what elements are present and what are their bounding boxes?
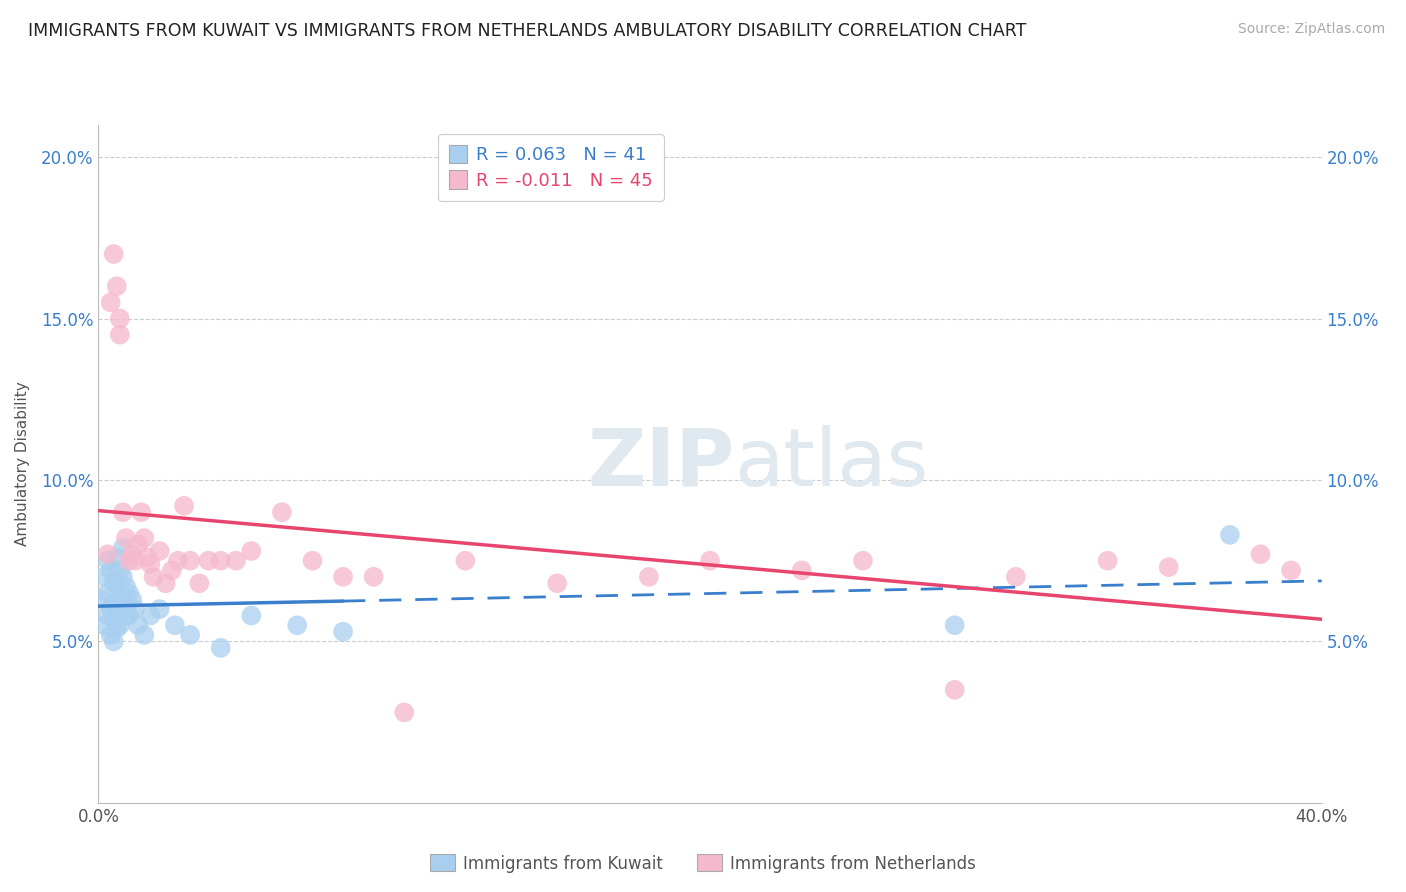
Point <box>136 550 159 565</box>
Point <box>105 602 128 616</box>
Point <box>97 554 120 568</box>
Point <box>167 554 190 568</box>
Point <box>392 706 416 720</box>
Point <box>103 576 125 591</box>
Point <box>108 592 131 607</box>
Point <box>546 576 568 591</box>
Text: Source: ZipAtlas.com: Source: ZipAtlas.com <box>1237 22 1385 37</box>
Point <box>108 563 131 577</box>
Point <box>173 499 195 513</box>
Point <box>1219 528 1241 542</box>
Point <box>142 570 165 584</box>
Point <box>103 634 125 648</box>
Point <box>108 618 131 632</box>
Point <box>100 295 122 310</box>
Point <box>108 327 131 342</box>
Point <box>332 570 354 584</box>
Point <box>111 541 134 555</box>
Point <box>209 554 232 568</box>
Point <box>134 628 156 642</box>
Point <box>100 563 122 577</box>
Legend: R = 0.063   N = 41, R = -0.011   N = 45: R = 0.063 N = 41, R = -0.011 N = 45 <box>439 134 664 201</box>
Text: IMMIGRANTS FROM KUWAIT VS IMMIGRANTS FROM NETHERLANDS AMBULATORY DISABILITY CORR: IMMIGRANTS FROM KUWAIT VS IMMIGRANTS FRO… <box>28 22 1026 40</box>
Point <box>197 554 219 568</box>
Point <box>115 531 138 545</box>
Point <box>454 554 477 568</box>
Point <box>225 554 247 568</box>
Point <box>790 563 813 577</box>
Point <box>179 628 201 642</box>
Point <box>1157 560 1180 574</box>
Point <box>139 608 162 623</box>
Point <box>852 554 875 568</box>
Point <box>103 596 125 610</box>
Point <box>111 596 134 610</box>
Point <box>129 505 152 519</box>
Point <box>118 608 141 623</box>
Point <box>240 608 263 623</box>
Point <box>115 580 138 594</box>
Text: atlas: atlas <box>734 425 929 503</box>
Point <box>118 554 141 568</box>
Point <box>285 618 308 632</box>
Point <box>149 602 172 616</box>
Point <box>155 576 177 591</box>
Point <box>97 608 120 623</box>
Point <box>105 576 128 591</box>
Point <box>115 608 138 623</box>
Point <box>121 547 143 561</box>
Point <box>105 622 128 636</box>
Text: ZIP: ZIP <box>588 425 734 503</box>
Point <box>103 612 125 626</box>
Point <box>111 505 134 519</box>
Point <box>108 311 131 326</box>
Point <box>1249 547 1271 561</box>
Point <box>97 547 120 561</box>
Point <box>179 554 201 568</box>
Point <box>301 554 323 568</box>
Point <box>105 279 128 293</box>
Point <box>943 682 966 697</box>
Point <box>699 554 721 568</box>
Point <box>240 544 263 558</box>
Point <box>270 505 292 519</box>
Point <box>163 618 186 632</box>
Point <box>111 570 134 584</box>
Point <box>1279 563 1302 577</box>
Point <box>363 570 385 584</box>
Point <box>637 570 661 584</box>
Point <box>100 602 122 616</box>
Point <box>1004 570 1026 584</box>
Point <box>90 592 112 607</box>
Point <box>134 531 156 545</box>
Point <box>149 544 172 558</box>
Point <box>160 563 183 577</box>
Point <box>93 570 115 584</box>
Point <box>127 537 149 551</box>
Point <box>124 602 146 616</box>
Point <box>209 640 232 655</box>
Point <box>100 628 122 642</box>
Point <box>1097 554 1119 568</box>
Point <box>118 586 141 600</box>
Point <box>127 618 149 632</box>
Point <box>93 618 115 632</box>
Y-axis label: Ambulatory Disability: Ambulatory Disability <box>15 382 30 546</box>
Point <box>97 586 120 600</box>
Point <box>188 576 211 591</box>
Point <box>139 557 162 571</box>
Point <box>121 592 143 607</box>
Point <box>943 618 966 632</box>
Point <box>105 550 128 565</box>
Legend: Immigrants from Kuwait, Immigrants from Netherlands: Immigrants from Kuwait, Immigrants from … <box>423 847 983 880</box>
Point <box>332 624 354 639</box>
Point <box>124 554 146 568</box>
Point <box>103 247 125 261</box>
